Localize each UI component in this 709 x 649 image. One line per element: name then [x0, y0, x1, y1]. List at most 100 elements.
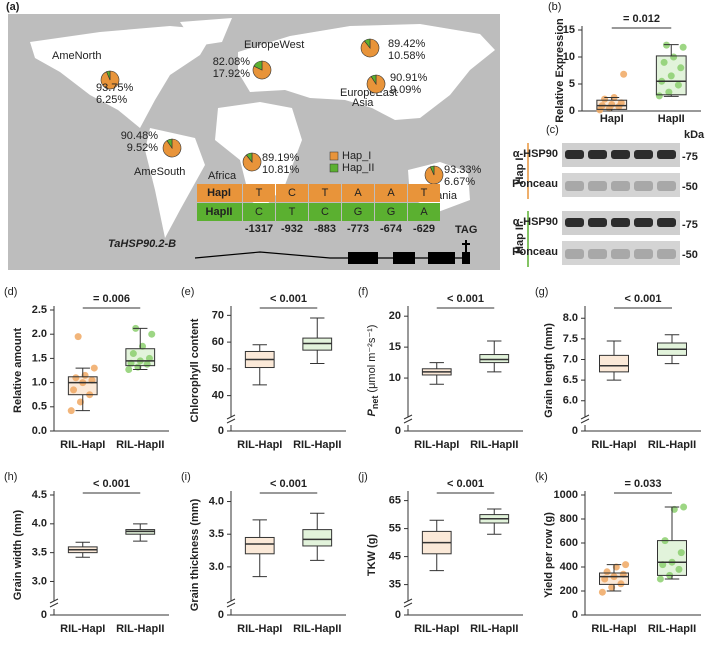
y-tick-label: 600 [560, 537, 578, 549]
whisker [664, 334, 680, 343]
y-tick-label: 6.5 [563, 374, 578, 386]
legend-swatch [329, 151, 339, 161]
band [565, 249, 584, 259]
data-point [677, 549, 685, 557]
data-point [603, 568, 611, 576]
hap-cell [309, 203, 341, 221]
band [657, 249, 676, 259]
box [125, 348, 156, 367]
box [657, 540, 687, 576]
x-tick-label: HapII [658, 113, 685, 125]
y-axis-label: Yield per row (g) [543, 512, 555, 598]
whisker [133, 327, 148, 349]
blot-unit: kDa [684, 129, 705, 141]
x-tick-label: RIL-HapII [116, 439, 164, 451]
whisker [75, 367, 90, 377]
x-tick-label: RIL-HapI [60, 439, 105, 451]
y-tick-label: 1.5 [32, 352, 47, 364]
band [588, 218, 607, 227]
exon [428, 252, 455, 264]
y-tick-label: 50 [212, 363, 224, 375]
position: -629 [413, 223, 435, 235]
marker: -50 [682, 249, 698, 261]
y-tick-label: 0 [41, 609, 47, 621]
whisker [606, 584, 622, 592]
x-tick-label: RIL-HapI [414, 623, 459, 635]
y-tick-label: 20 [389, 310, 401, 322]
y-tick-label: 0 [395, 609, 401, 621]
data-point [620, 70, 628, 78]
marker: -50 [682, 181, 698, 193]
y-tick-label: 45 [389, 551, 401, 563]
pie-label: 17.92% [213, 68, 251, 80]
position: -674 [380, 223, 403, 235]
x-tick-label: HapI [600, 113, 624, 125]
pie-label: 89.42% [388, 38, 426, 50]
panel-label: (h) [4, 471, 17, 483]
pie-label: 82.08% [213, 56, 251, 68]
whisker [75, 552, 90, 558]
whisker [487, 508, 502, 515]
data-point [139, 342, 147, 350]
band [588, 181, 607, 191]
data-point [675, 565, 683, 573]
pie-label: 90.91% [390, 72, 428, 84]
hap-cell [276, 184, 308, 202]
y-tick-label: 40 [212, 390, 224, 402]
position: -932 [281, 223, 303, 235]
y-tick-label: 7.5 [563, 333, 578, 345]
data-point [674, 81, 682, 89]
y-tick-label: 1.0 [32, 377, 47, 389]
base: C [255, 206, 263, 218]
y-tick-label: 2.5 [32, 304, 47, 316]
significance-label: = 0.006 [93, 293, 130, 305]
region-name: Asia [352, 97, 374, 109]
panel-label: (f) [358, 286, 368, 298]
base: A [354, 187, 362, 199]
pie-wedge [370, 74, 377, 86]
y-label-symbol: P [366, 408, 378, 416]
band [634, 218, 653, 227]
data-point [617, 580, 625, 588]
x-tick-label: RIL-HapII [470, 623, 518, 635]
hap-cell [197, 184, 242, 202]
whisker [133, 365, 148, 371]
y-tick-label: 3.5 [32, 547, 47, 559]
x-tick-label: RIL-HapII [116, 623, 164, 635]
band [565, 218, 584, 227]
whisker [310, 317, 325, 339]
data-point [660, 58, 668, 66]
y-tick-label: 0 [218, 425, 224, 437]
x-tick-label: RIL-HapI [237, 439, 282, 451]
data-point [670, 53, 678, 61]
x-tick-label: RIL-HapII [648, 623, 696, 635]
hap-name: HapII [206, 206, 233, 218]
significance-label: < 0.001 [447, 478, 484, 490]
base: C [321, 206, 329, 218]
base: A [387, 187, 395, 199]
pie-label: 6.25% [96, 94, 127, 106]
box [599, 354, 629, 373]
y-axis-label: Pnet (μmol m⁻²s⁻¹) [366, 325, 380, 417]
axis-break [226, 598, 236, 608]
panel-label: (k) [535, 471, 548, 483]
panel-label: (a) [6, 1, 20, 13]
whisker [310, 545, 325, 561]
band [657, 218, 676, 227]
row-label: Ponceau [512, 246, 558, 258]
y-tick-label: 10 [563, 51, 575, 63]
band [657, 181, 676, 191]
legend-label: Hap_I [342, 150, 371, 162]
pie-label: 9.09% [390, 84, 421, 96]
stop-mark [462, 240, 470, 252]
data-point [677, 64, 685, 72]
y-tick-label: 15 [563, 24, 575, 36]
whisker [487, 340, 502, 355]
y-tick-label: 55 [389, 523, 401, 535]
data-point [617, 99, 625, 107]
exon [393, 252, 415, 264]
panel-label: (c) [546, 124, 559, 136]
whisker [429, 519, 444, 532]
y-tick-label: 3.5 [209, 528, 224, 540]
